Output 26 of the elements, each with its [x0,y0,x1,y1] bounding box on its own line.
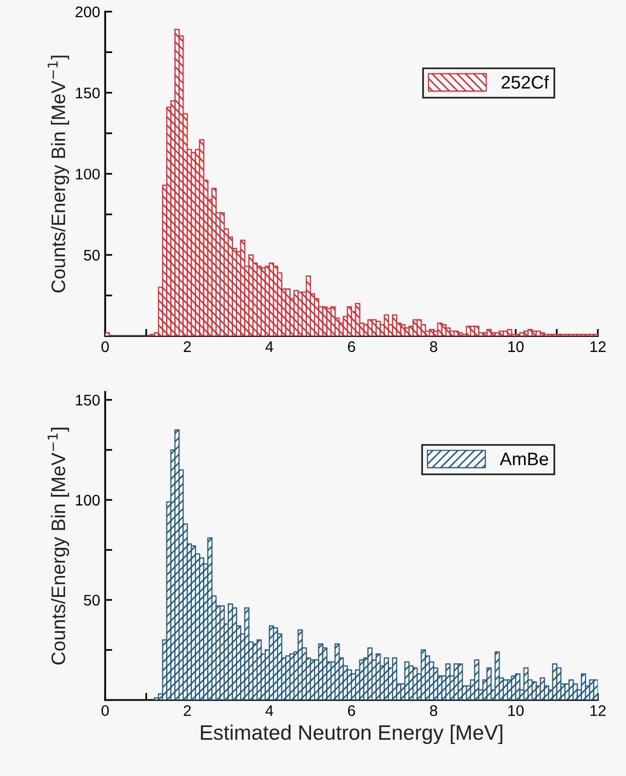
x-tick-label: 2 [184,705,191,716]
x-tick-label: 8 [430,341,438,352]
y-tick-label: 200 [76,6,100,18]
x-tick-label: 4 [265,341,274,352]
legend-label: 252Cf [502,75,549,89]
x-tick-label: 6 [348,341,356,352]
y-tick-label: 100 [76,168,100,180]
y-tick-label: 50 [84,250,100,261]
y-axis-title: Counts/Energy Bin [MeV$^{−1}$] [48,428,70,665]
y-axis-title: Counts/Energy Bin [MeV$^{−1}$] [48,56,70,292]
y-tick-label: 100 [76,494,100,506]
x-tick-label: 0 [102,341,109,352]
x-tick-label: 10 [508,705,524,716]
legend-label: AmBe [500,452,548,466]
y-tick-label: 150 [76,394,100,406]
x-axis-title: Estimated Neutron Energy [MeV] [200,724,502,744]
y-tick-label: 50 [84,594,100,606]
x-tick-label: 12 [590,705,606,716]
x-tick-label: 12 [590,341,606,352]
x-tick-label: 8 [430,705,438,716]
x-tick-label: 10 [508,341,524,352]
x-tick-label: 2 [184,341,191,352]
x-tick-label: 6 [348,705,356,716]
x-tick-label: 0 [102,705,109,716]
x-tick-label: 4 [265,705,274,716]
y-tick-label: 150 [76,88,100,98]
